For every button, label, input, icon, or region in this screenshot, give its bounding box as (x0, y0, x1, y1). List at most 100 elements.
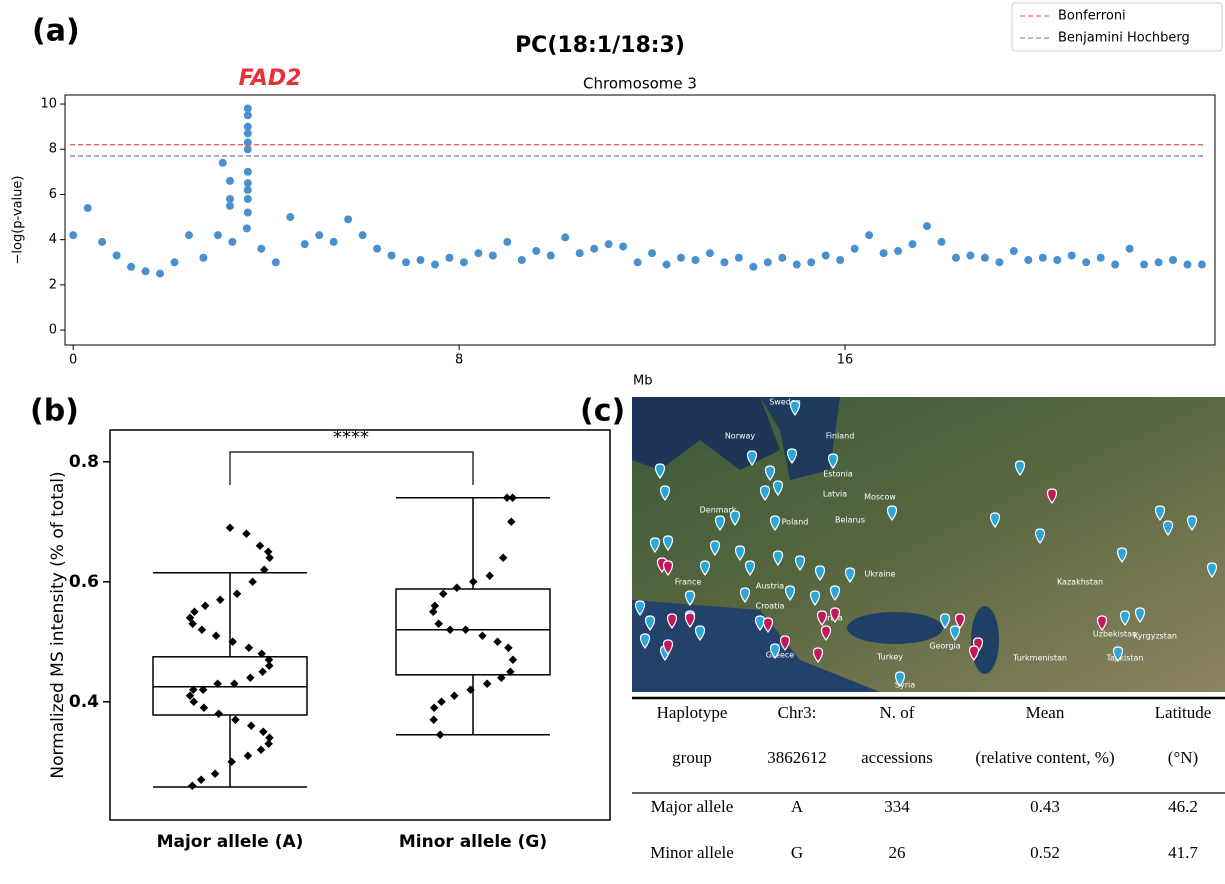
y-tick-label: 0.4 (69, 692, 99, 712)
point (402, 258, 410, 266)
point (981, 254, 989, 262)
map-label: Austria (756, 582, 784, 591)
y-tick-label: 8 (49, 142, 57, 157)
point (417, 256, 425, 264)
point (248, 578, 256, 586)
point (233, 590, 241, 598)
point (1024, 256, 1032, 264)
y-tick-label: 0 (49, 323, 57, 338)
point (1169, 256, 1177, 264)
point (778, 254, 786, 262)
point (489, 251, 497, 259)
point (430, 704, 438, 712)
map-label: Uzbekistan (1093, 630, 1137, 639)
point (84, 204, 92, 212)
point (706, 249, 714, 257)
point (359, 231, 367, 239)
point (880, 249, 888, 257)
point (518, 256, 526, 264)
point (212, 632, 220, 640)
point (214, 231, 222, 239)
point (156, 270, 164, 278)
map-label: Estonia (823, 470, 853, 479)
point (227, 758, 235, 766)
point (301, 240, 309, 248)
point (190, 608, 198, 616)
y-tick-label: 4 (49, 232, 57, 247)
point (226, 202, 234, 210)
table-cell: 26 (889, 843, 906, 862)
point (197, 776, 205, 784)
point (952, 254, 960, 262)
table-cell: Minor allele (650, 843, 734, 862)
panel-label: (b) (30, 394, 79, 429)
point (244, 168, 252, 176)
point (373, 245, 381, 253)
point (807, 258, 815, 266)
point (663, 261, 671, 269)
point (243, 224, 251, 232)
table-cell: 0.43 (1030, 797, 1060, 816)
map-label: Latvia (823, 490, 847, 499)
point (113, 251, 121, 259)
point (257, 245, 265, 253)
map-label: Turkmenistan (1012, 654, 1067, 663)
table-header: 3862612 (767, 748, 827, 767)
point (576, 249, 584, 257)
map-label: Greece (766, 651, 795, 660)
x-tick-label: 16 (837, 353, 854, 368)
point (1184, 261, 1192, 269)
y-tick-label: 6 (49, 187, 57, 202)
point (1039, 254, 1047, 262)
point (211, 770, 219, 778)
legend-label: Benjamini Hochberg (1058, 31, 1190, 46)
point (185, 231, 193, 239)
map-label: Croatia (756, 602, 785, 611)
table-cell: G (791, 843, 803, 862)
point (69, 231, 77, 239)
point (469, 578, 477, 586)
point (1068, 251, 1076, 259)
point (1082, 258, 1090, 266)
point (264, 740, 272, 748)
point (98, 238, 106, 246)
point (995, 258, 1003, 266)
point (344, 215, 352, 223)
map-label: Kyrgyzstan (1133, 632, 1177, 641)
point (445, 254, 453, 262)
point (330, 238, 338, 246)
map-label: Norway (725, 432, 756, 441)
point (245, 644, 253, 652)
map-label: Georgia (929, 642, 960, 651)
y-tick-label: 0.6 (69, 572, 99, 592)
point (188, 782, 196, 790)
point (244, 129, 252, 137)
point (677, 254, 685, 262)
map-label: Finland (826, 432, 855, 441)
point (1155, 258, 1163, 266)
point (231, 716, 239, 724)
table-cell: A (791, 797, 804, 816)
point (508, 494, 516, 502)
point (244, 209, 252, 217)
point (436, 731, 444, 739)
point (142, 267, 150, 275)
point (503, 238, 511, 246)
point (257, 746, 265, 754)
table-header: Latitude (1155, 703, 1212, 722)
table-header: accessions (861, 748, 933, 767)
point (219, 159, 227, 167)
point (485, 572, 493, 580)
point (532, 247, 540, 255)
point (244, 752, 252, 760)
plot-frame (65, 95, 1215, 345)
point (836, 256, 844, 264)
y-axis-label: Normalized MS intensity (% of total) (48, 471, 68, 778)
point (242, 530, 250, 538)
point (923, 222, 931, 230)
map-label: Tajikistan (1105, 654, 1143, 663)
point (499, 554, 507, 562)
point (388, 251, 396, 259)
point (247, 722, 255, 730)
point (634, 258, 642, 266)
